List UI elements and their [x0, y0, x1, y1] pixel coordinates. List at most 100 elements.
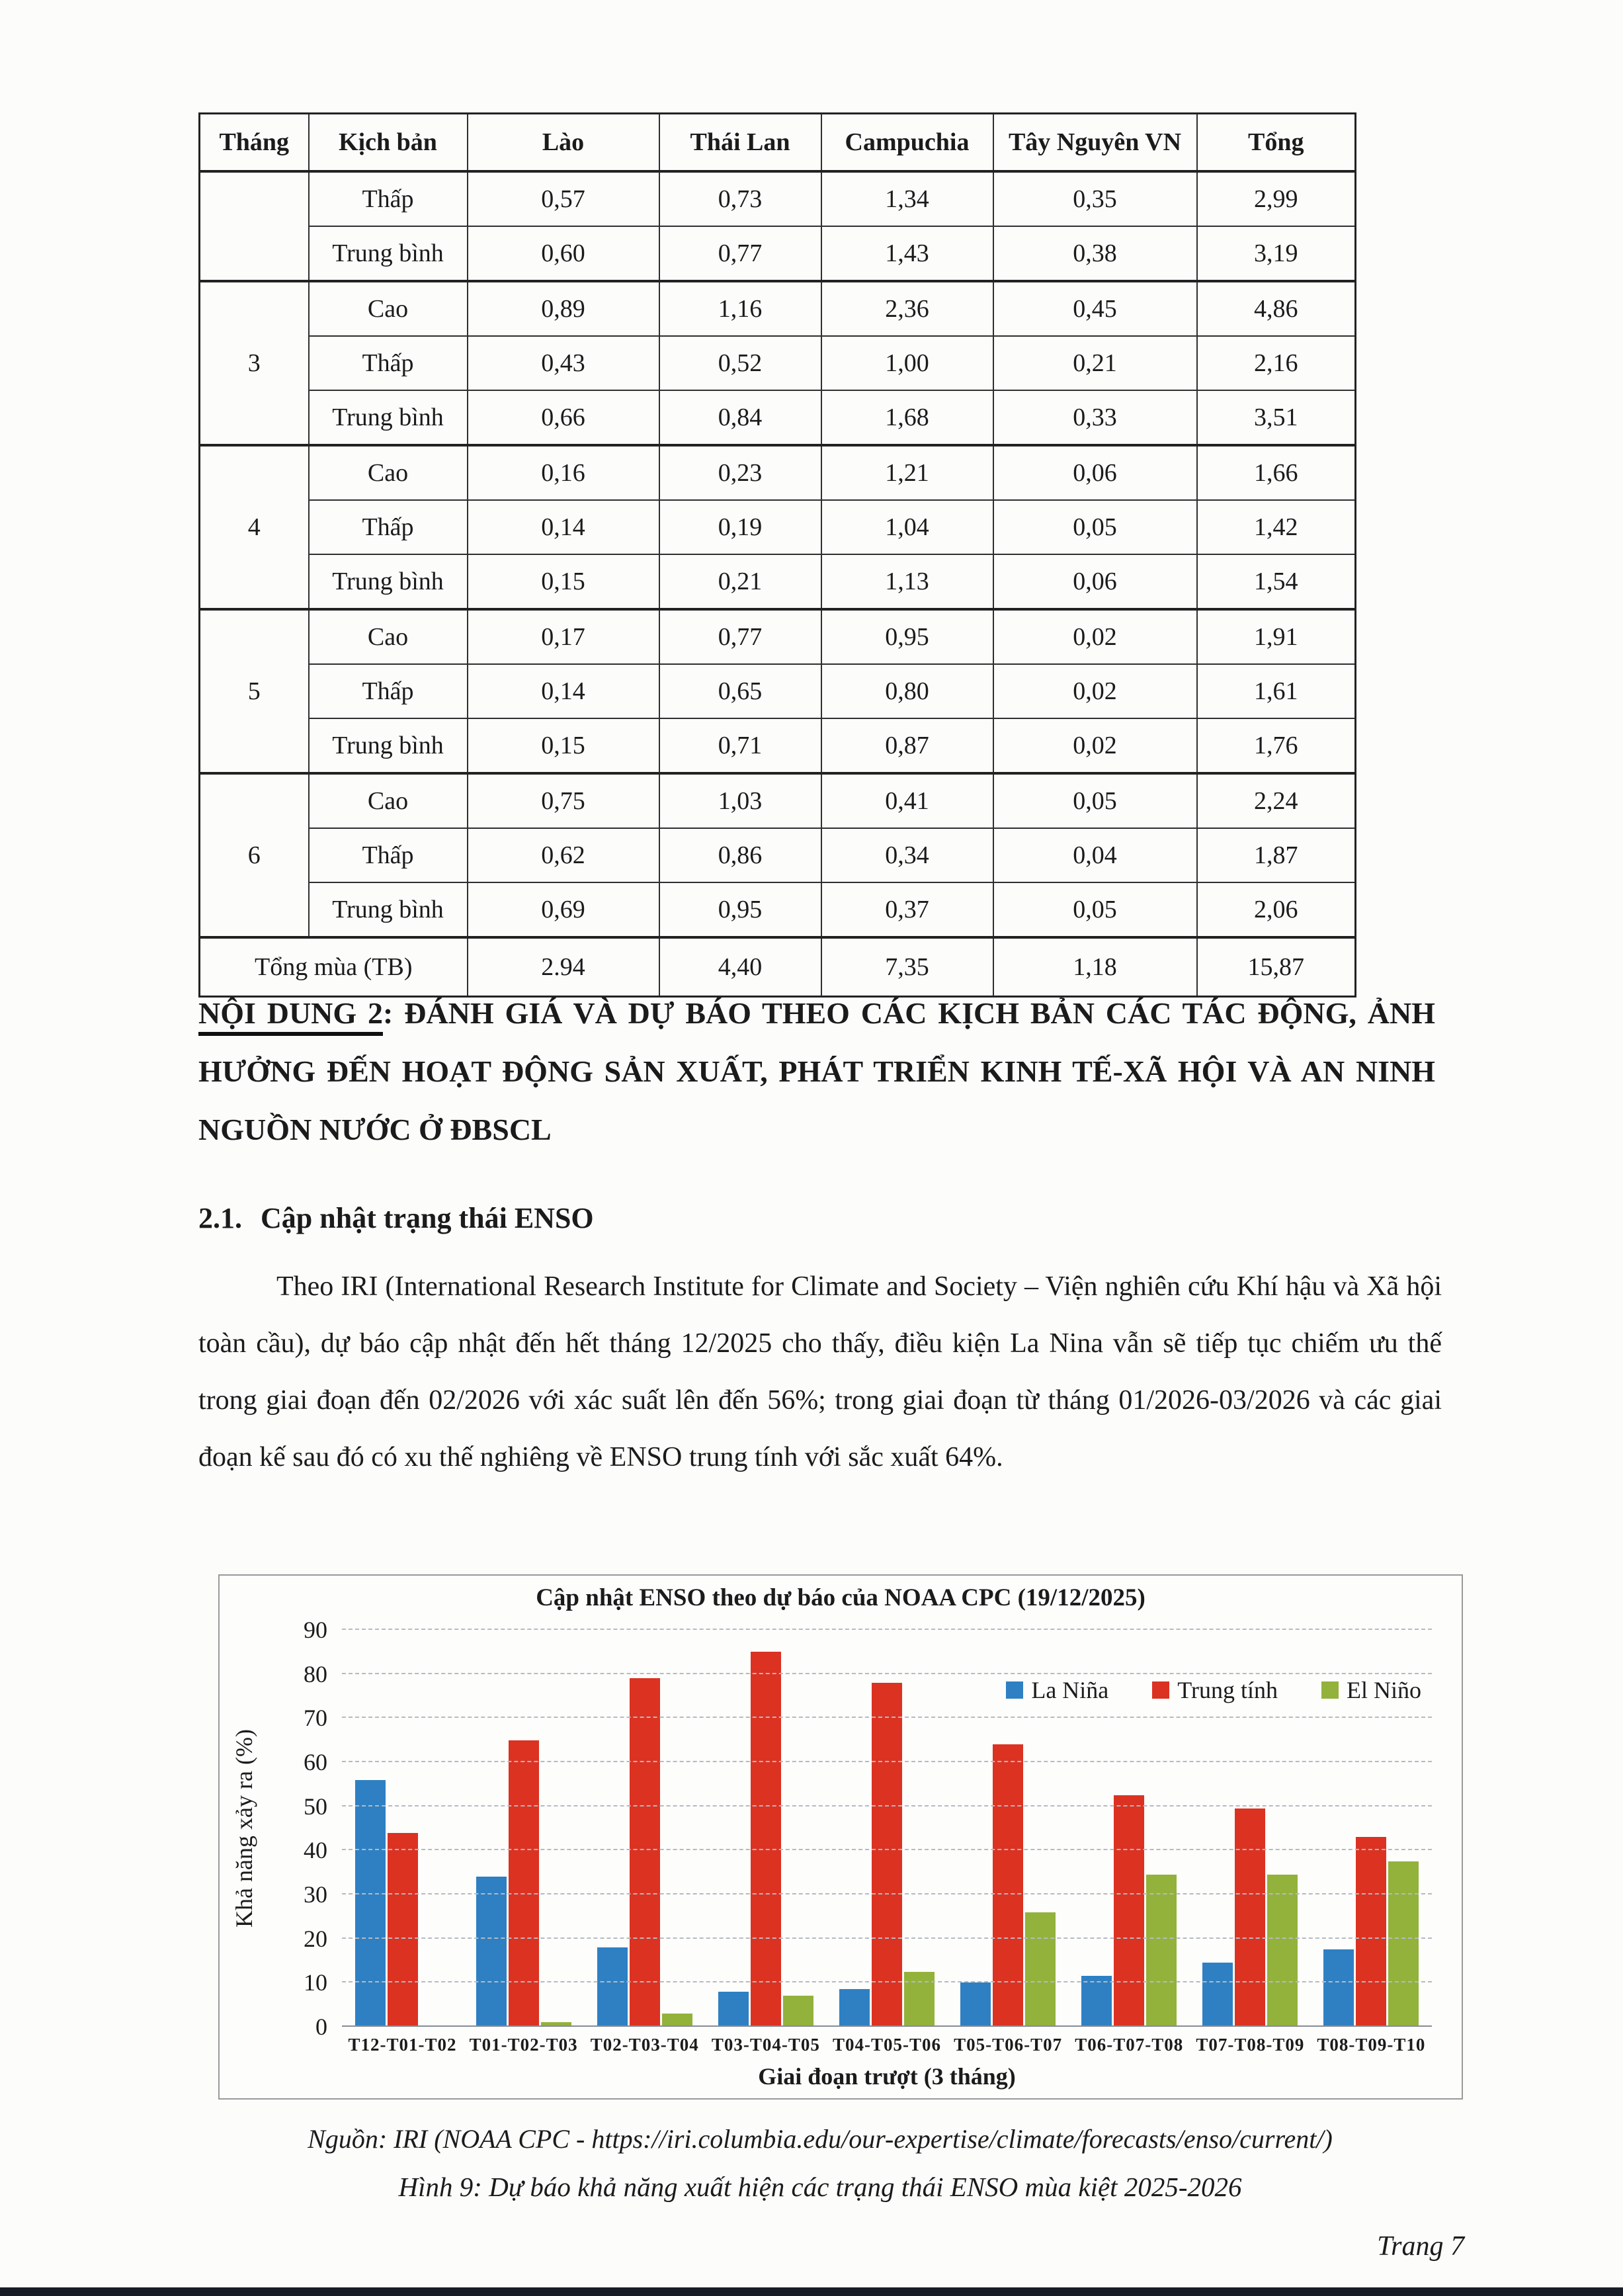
bar-group: [584, 1630, 705, 2027]
month-cell: 4: [198, 444, 310, 610]
value-cell: 1,34: [820, 170, 994, 227]
legend-label: El Niño: [1347, 1677, 1421, 1703]
bar-group: [1069, 1630, 1190, 2027]
value-cell: 3,19: [1196, 226, 1356, 282]
table-row: Thấp 0,43 0,52 1,00 0,21 2,16: [200, 335, 1356, 391]
gridline: [342, 1717, 1432, 1719]
y-tick-label: 30: [304, 1881, 327, 1908]
legend-label: La Niña: [1031, 1677, 1109, 1703]
value-cell: 0,71: [658, 718, 822, 774]
table-row: 6 Cao 0,75 1,03 0,41 0,05 2,24: [198, 772, 1356, 938]
value-cell: 0,16: [466, 444, 660, 501]
value-cell: 0,21: [992, 335, 1198, 391]
bar-la-niña: [597, 1947, 628, 2027]
table-row: Trung bình 0,15 0,71 0,87 0,02 1,76: [200, 718, 1356, 774]
value-cell: 0,66: [466, 390, 660, 446]
value-cell: 2.94: [466, 936, 660, 998]
value-cell: 0,05: [992, 772, 1198, 829]
scenario-cell: Trung bình: [308, 882, 468, 938]
gridline: [342, 1937, 1432, 1939]
col-header-thai-lan: Thái Lan: [658, 112, 822, 173]
bar-trung-tính: [1235, 1808, 1266, 2027]
bar-la-niña: [1202, 1963, 1233, 2027]
value-cell: 4,86: [1196, 280, 1356, 337]
bar-trung-tính: [871, 1683, 902, 2027]
table-row: Thấp 0,57 0,73 1,34 0,35 2,99: [198, 170, 1356, 282]
gridline: [342, 1893, 1432, 1894]
col-header-kich-ban: Kịch bản: [308, 112, 468, 173]
legend-item-trung-tinh: Trung tính: [1152, 1676, 1278, 1704]
value-cell: 1,04: [820, 499, 994, 555]
scenario-cell: Cao: [308, 444, 468, 501]
value-cell: 0,80: [820, 663, 994, 719]
section-heading: NỘI DUNG 2: ĐÁNH GIÁ VÀ DỰ BÁO THEO CÁC …: [198, 984, 1435, 1159]
y-tick-label: 80: [304, 1660, 327, 1687]
y-tick-label: 60: [304, 1749, 327, 1775]
bar-trung-tính: [387, 1832, 418, 2027]
table-header-row: Tháng Kịch bản Lào Thái Lan Campuchia Tâ…: [198, 112, 1356, 173]
y-tick-label: 20: [304, 1925, 327, 1952]
legend-item-la-nina: La Niña: [1006, 1676, 1108, 1704]
value-cell: 1,13: [820, 554, 994, 610]
bar-group: [948, 1630, 1069, 2027]
section-heading-number: NỘI DUNG 2: [198, 996, 384, 1036]
bar-group: [705, 1630, 826, 2027]
value-cell: 2,99: [1196, 170, 1356, 227]
y-axis-title: Khả năng xảy ra (%): [231, 1729, 257, 1928]
bar-el-niño: [1025, 1912, 1056, 2027]
col-header-tong: Tổng: [1196, 112, 1356, 173]
scenario-cell: Trung bình: [308, 390, 468, 446]
sub-heading-text: Cập nhật trạng thái ENSO: [261, 1202, 594, 1234]
value-cell: 0,43: [466, 335, 660, 391]
value-cell: 1,00: [820, 335, 994, 391]
table-row: Thấp 0,14 0,65 0,80 0,02 1,61: [200, 663, 1356, 719]
bar-el-niño: [903, 1971, 935, 2027]
value-cell: 0,77: [658, 608, 822, 665]
value-cell: 0,06: [992, 554, 1198, 610]
chart-bars: [342, 1630, 1432, 2027]
value-cell: 2,36: [820, 280, 994, 337]
value-cell: 1,91: [1196, 608, 1356, 665]
value-cell: 0,73: [658, 170, 822, 227]
scenario-cell: Thấp: [308, 335, 468, 391]
table-row: Trung bình 0,15 0,21 1,13 0,06 1,54: [200, 554, 1356, 610]
value-cell: 7,35: [820, 936, 994, 998]
gridline: [342, 1629, 1432, 1630]
bar-group: [342, 1630, 463, 2027]
y-tick-label: 10: [304, 1969, 327, 1996]
value-cell: 0,57: [466, 170, 660, 227]
value-cell: 1,61: [1196, 663, 1356, 719]
chart-title: Cập nhật ENSO theo dự báo của NOAA CPC (…: [536, 1584, 1145, 1611]
value-cell: 1,68: [820, 390, 994, 446]
bar-la-niña: [354, 1779, 386, 2027]
total-label-cell: Tổng mùa (TB): [198, 936, 468, 998]
x-tick-label: T01-T02-T03: [469, 2035, 578, 2055]
value-cell: 0,15: [466, 554, 660, 610]
col-header-campuchia: Campuchia: [820, 112, 994, 173]
value-cell: 1,76: [1196, 718, 1356, 774]
scenario-cell: Thấp: [308, 170, 468, 227]
value-cell: 2,24: [1196, 772, 1356, 829]
bar-trung-tính: [750, 1652, 781, 2027]
value-cell: 0,33: [992, 390, 1198, 446]
scenario-cell: Trung bình: [308, 554, 468, 610]
value-cell: 0,62: [466, 828, 660, 883]
value-cell: 1,66: [1196, 444, 1356, 501]
table-row: 4 Cao 0,16 0,23 1,21 0,06 1,66: [198, 444, 1356, 610]
col-header-lao: Lào: [466, 112, 660, 173]
legend-item-el-nino: El Niño: [1321, 1676, 1421, 1704]
bar-group: [826, 1630, 947, 2027]
x-tick-label: T02-T03-T04: [590, 2035, 699, 2055]
value-cell: 0,14: [466, 499, 660, 555]
value-cell: 0,37: [820, 882, 994, 938]
table-row: Thấp 0,62 0,86 0,34 0,04 1,87: [200, 828, 1356, 883]
x-axis-title: Giai đoạn trượt (3 tháng): [758, 2063, 1016, 2090]
value-cell: 0,15: [466, 718, 660, 774]
x-tick-label: T04-T05-T06: [832, 2035, 941, 2055]
chart-legend: La Niña Trung tính El Niño: [1006, 1676, 1421, 1704]
y-tick-label: 0: [315, 2014, 327, 2040]
value-cell: 1,03: [658, 772, 822, 829]
value-cell: 0,04: [992, 828, 1198, 883]
gridline: [342, 1761, 1432, 1762]
